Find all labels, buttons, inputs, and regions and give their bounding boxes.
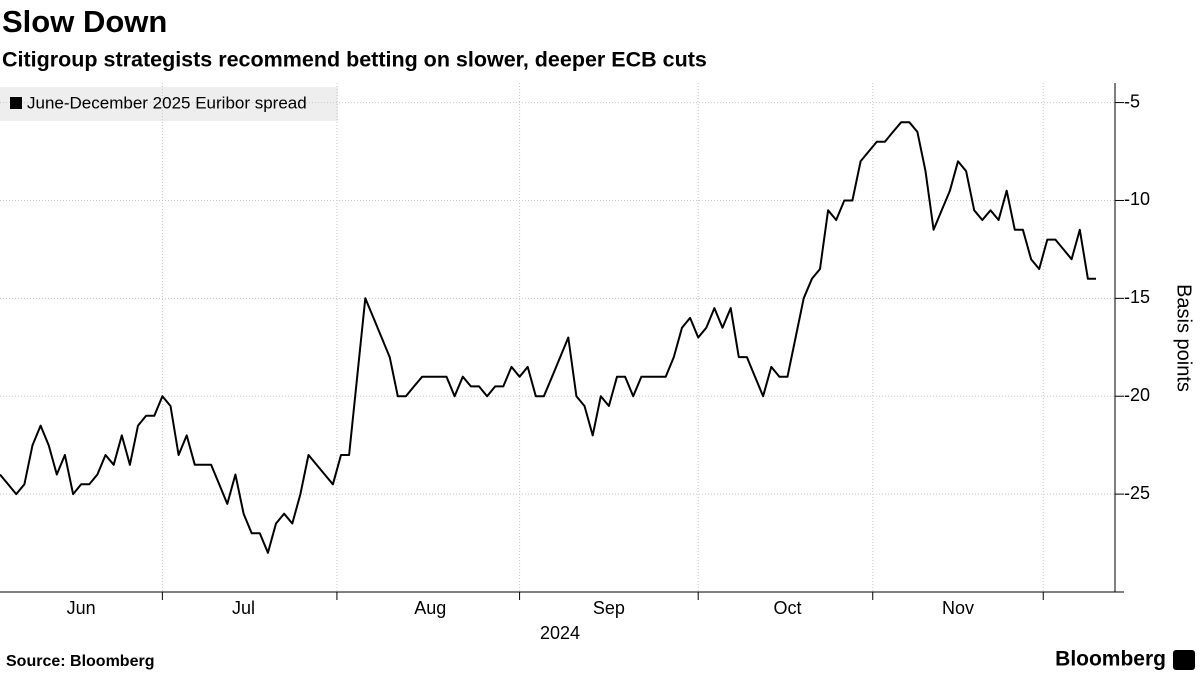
legend-box (0, 87, 338, 121)
x-tick-label: Oct (773, 598, 801, 618)
line-series (0, 121, 1096, 554)
x-axis-label: 2024 (540, 623, 580, 643)
x-tick-label: Nov (942, 598, 974, 618)
y-tick-label: -20 (1124, 385, 1150, 405)
legend-label: June-December 2025 Euribor spread (27, 93, 307, 112)
legend-swatch (10, 97, 22, 109)
y-tick-label: -5 (1124, 91, 1140, 111)
source: Source: Bloomberg (6, 653, 154, 670)
brand: Bloomberg (1055, 648, 1166, 671)
x-tick-label: Aug (414, 598, 446, 618)
chart-title: Slow Down (2, 4, 167, 39)
y-tick-label: -25 (1124, 483, 1150, 503)
y-tick-label: -15 (1124, 287, 1150, 307)
y-axis-label: Basis points (1173, 284, 1195, 392)
x-tick-label: Sep (593, 598, 625, 618)
y-tick-label: -10 (1124, 189, 1150, 209)
brand-icon (1173, 650, 1195, 670)
x-tick-label: Jul (232, 598, 255, 618)
x-tick-label: Jun (67, 598, 96, 618)
chart-subtitle: Citigroup strategists recommend betting … (2, 48, 707, 72)
